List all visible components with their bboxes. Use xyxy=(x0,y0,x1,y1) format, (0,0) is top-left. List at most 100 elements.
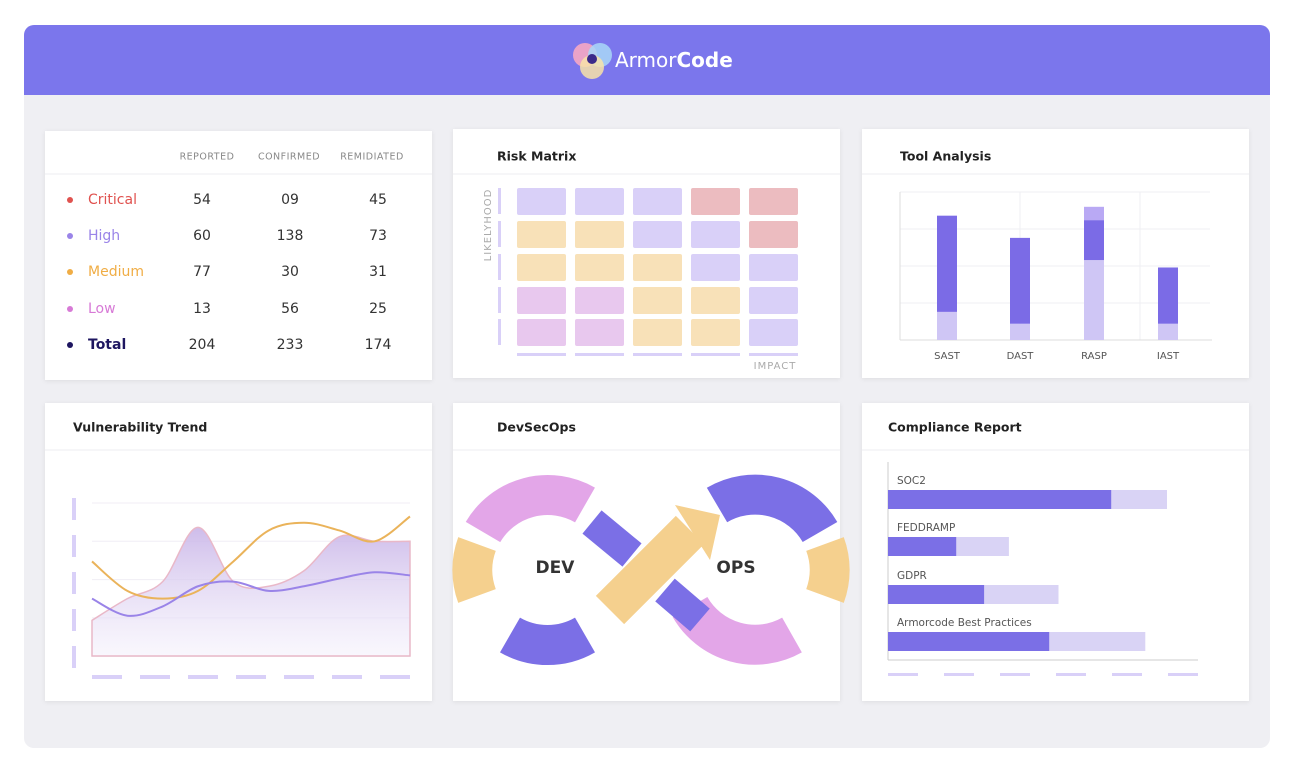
matrix-cell xyxy=(575,319,624,346)
matrix-cell xyxy=(575,254,624,281)
axis-dash xyxy=(498,221,501,247)
bar-segment xyxy=(937,311,957,340)
bar-segment xyxy=(937,215,957,312)
table-cell: 138 xyxy=(277,228,304,244)
severity-label: Low xyxy=(88,301,116,317)
trend-area xyxy=(91,526,411,657)
axis-dash xyxy=(498,319,501,345)
severity-dot xyxy=(67,197,73,203)
matrix-cell xyxy=(517,221,566,248)
bar-segment xyxy=(1010,323,1030,340)
matrix-cell xyxy=(749,319,798,346)
bar-segment xyxy=(1084,260,1104,340)
axis-dash xyxy=(1056,673,1086,676)
severity-label: High xyxy=(88,228,120,244)
severity-label: Critical xyxy=(88,192,137,208)
axis-dash xyxy=(498,287,501,313)
axis-dash xyxy=(749,353,798,356)
diagram-label: OPS xyxy=(716,558,755,578)
table-cell: 09 xyxy=(281,192,299,208)
axis-label: LIKELYHOOD xyxy=(483,189,494,262)
matrix-cell xyxy=(517,254,566,281)
table-cell: 233 xyxy=(277,337,304,353)
axis-dash xyxy=(498,188,501,214)
axis-dash xyxy=(1168,673,1198,676)
table-cell: 56 xyxy=(281,301,299,317)
x-tick-label: SAST xyxy=(934,351,961,362)
bar xyxy=(888,632,1050,651)
axis-dash xyxy=(517,353,566,356)
bar xyxy=(888,537,957,556)
table-card xyxy=(45,131,432,380)
axis-dash xyxy=(633,353,682,356)
table-cell: 45 xyxy=(369,192,387,208)
card-title: DevSecOps xyxy=(497,420,576,435)
matrix-cell xyxy=(633,287,682,314)
axis-dash xyxy=(72,572,76,594)
table-cell: 54 xyxy=(193,192,211,208)
matrix-cell xyxy=(691,221,740,248)
bar-segment xyxy=(1158,323,1178,340)
table-cell: 77 xyxy=(193,264,211,280)
table-cell: 31 xyxy=(369,264,387,280)
x-tick-label: DAST xyxy=(1007,351,1035,362)
axis-dash xyxy=(72,498,76,520)
matrix-cell xyxy=(633,254,682,281)
axis-dash xyxy=(498,254,501,280)
infinity-diagram xyxy=(452,474,850,665)
severity-dot xyxy=(67,269,73,275)
table-cell: 25 xyxy=(369,301,387,317)
matrix-cell xyxy=(575,221,624,248)
card-title: Compliance Report xyxy=(888,420,1022,435)
matrix-cell xyxy=(633,188,682,215)
matrix-cell xyxy=(749,287,798,314)
column-header: CONFIRMED xyxy=(258,152,320,163)
axis-dash xyxy=(188,675,218,679)
axis-dash xyxy=(72,609,76,631)
header-bar xyxy=(24,25,1270,95)
severity-dot xyxy=(67,233,73,239)
table-cell: 30 xyxy=(281,264,299,280)
table-cell: 73 xyxy=(369,228,387,244)
matrix-cell xyxy=(749,254,798,281)
diagram-label: DEV xyxy=(536,558,576,578)
matrix-cell xyxy=(575,287,624,314)
table-cell: 13 xyxy=(193,301,211,317)
matrix-cell xyxy=(691,287,740,314)
card-title: Vulnerability Trend xyxy=(73,420,207,435)
matrix-cell xyxy=(749,221,798,248)
matrix-cell xyxy=(517,287,566,314)
tool-card xyxy=(862,129,1249,378)
x-tick-label: IAST xyxy=(1157,351,1180,362)
matrix-cell xyxy=(691,254,740,281)
severity-dot xyxy=(67,306,73,312)
axis-dash xyxy=(944,673,974,676)
axis-dash xyxy=(575,353,624,356)
bar-label: FEDDRAMP xyxy=(897,522,955,534)
bar-segment xyxy=(1010,237,1030,324)
table-cell: 60 xyxy=(193,228,211,244)
axis-dash xyxy=(691,353,740,356)
axis-dash xyxy=(1000,673,1030,676)
bar xyxy=(888,490,1112,509)
bar xyxy=(888,585,985,604)
x-tick-label: RASP xyxy=(1081,351,1107,362)
axis-dash xyxy=(888,673,918,676)
axis-dash xyxy=(140,675,170,679)
axis-dash xyxy=(284,675,314,679)
matrix-cell xyxy=(517,319,566,346)
bar-label: Armorcode Best Practices xyxy=(897,617,1032,629)
matrix-cell xyxy=(749,188,798,215)
axis-dash xyxy=(72,535,76,557)
matrix-cell xyxy=(633,221,682,248)
column-header: REPORTED xyxy=(180,152,235,163)
bar-label: GDPR xyxy=(897,570,927,582)
column-header: REMIDIATED xyxy=(340,152,404,163)
axis-dash xyxy=(92,675,122,679)
axis-dash xyxy=(380,675,410,679)
matrix-cell xyxy=(691,319,740,346)
matrix-cell xyxy=(517,188,566,215)
table-cell: 204 xyxy=(189,337,216,353)
